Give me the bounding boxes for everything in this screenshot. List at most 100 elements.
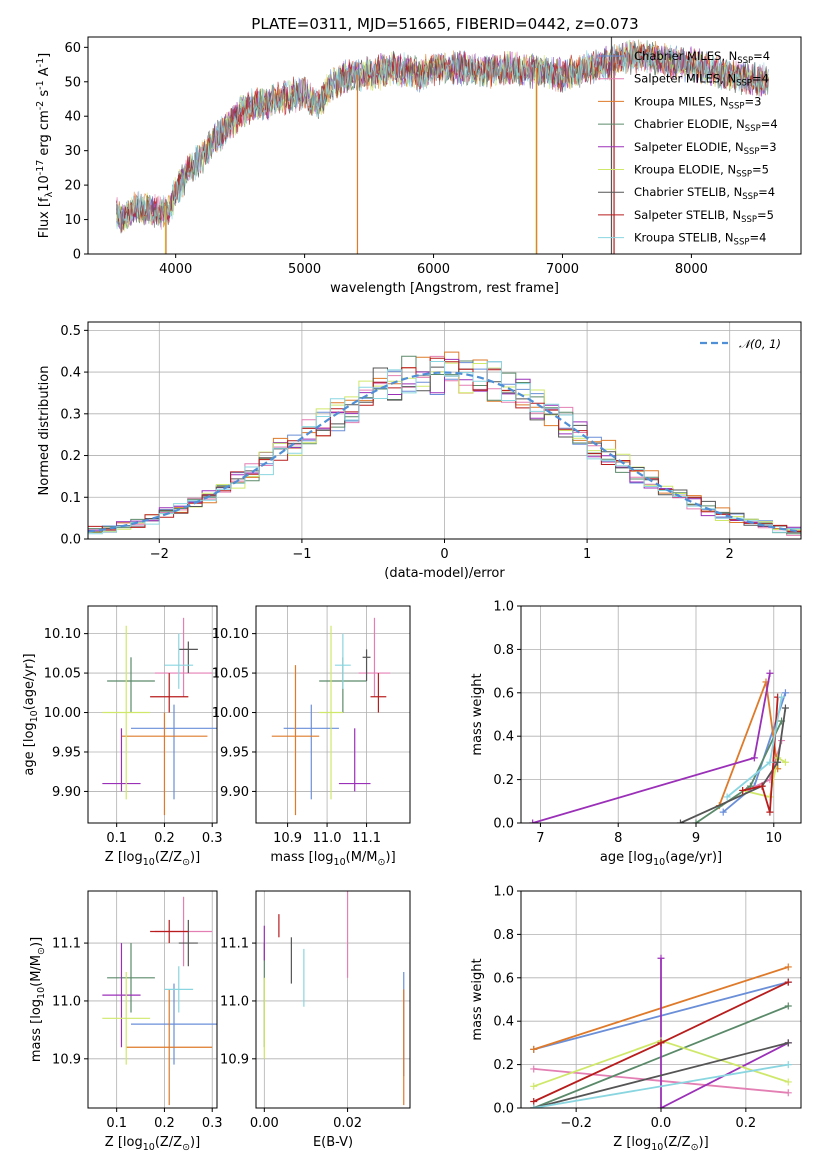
x-tick-label: 4000 xyxy=(159,262,192,277)
weight-series-line xyxy=(742,756,786,799)
errorbar-point xyxy=(178,641,198,674)
weight-point-marker xyxy=(530,1065,538,1073)
y-tick-label: 0.4 xyxy=(60,366,81,381)
weight-point-marker xyxy=(781,689,789,697)
weight-point-marker xyxy=(781,758,789,766)
panel-weight_vs_age: 7 8 9 10 0.0 0.2 0.4 0.6 0.8 1.0 age [log$_{10}$(a… xyxy=(470,600,802,868)
x-tick-label: 0.2 xyxy=(154,831,175,846)
weight-series-line xyxy=(742,697,779,813)
x-tick-label: 0.3 xyxy=(202,831,223,846)
errorbar-point xyxy=(338,728,371,792)
y-tick-label: 9.90 xyxy=(220,785,249,800)
errorbar-point xyxy=(102,728,141,792)
y-tick-label: 10.9 xyxy=(220,1052,249,1067)
weight-point-marker xyxy=(657,1039,665,1047)
y-tick-label: 0.1 xyxy=(60,491,81,506)
x-tick-label: −0.2 xyxy=(560,1116,592,1131)
errorbar-point xyxy=(102,972,151,1065)
y-tick-label: 0.4 xyxy=(493,730,514,745)
weight-series-line xyxy=(680,707,787,823)
plot-area-residuals xyxy=(88,351,801,536)
errorbar-point xyxy=(164,966,194,1013)
errorbar-point xyxy=(131,704,217,800)
axes-frame xyxy=(87,321,802,540)
x-axis-label: Z [log$_{10}$(Z/Z$_\odot$)]Z [log10(Z/Z⊙… xyxy=(105,850,200,868)
axes-frame xyxy=(255,890,411,1109)
x-axis-label: Z [log$_{10}$(Z/Z$_\odot$)]Z [log10(Z/Z⊙… xyxy=(613,1135,708,1153)
legend-entry: Salpeter MILES, NSSP=4 xyxy=(634,72,769,89)
residual-histogram xyxy=(88,361,801,535)
y-tick-label: 10.00 xyxy=(212,706,249,721)
y-tick-label: 0.2 xyxy=(60,449,81,464)
errorbar-point xyxy=(358,617,391,697)
weight-point-marker xyxy=(530,1082,538,1090)
x-tick-label: 6000 xyxy=(417,262,450,277)
y-tick-label: 9.90 xyxy=(52,785,81,800)
y-tick-label: 0 xyxy=(73,248,81,263)
weight-series-line xyxy=(532,673,771,823)
weight-point-marker xyxy=(784,1089,792,1097)
x-tick-label: 8000 xyxy=(675,262,708,277)
x-axis-label: mass [log$_{10}$(M/M$_\odot$)]mass [log1… xyxy=(270,850,395,868)
y-axis-label: mass weightmass weight xyxy=(470,958,485,1040)
weight-point-marker xyxy=(530,1104,538,1108)
y-tick-label: 10.00 xyxy=(44,706,81,721)
errorbar-point xyxy=(121,712,208,816)
x-tick-label: 8 xyxy=(614,831,622,846)
panel-residuals: −2 −1 0 1 2 0.0 0.1 0.2 0.3 0.4 0.5 𝒩(0, 1) (data-mo… xyxy=(37,321,802,581)
y-axis-label: mass [log$_{10}$(M/M$_\odot$)]mass [log1… xyxy=(29,937,47,1062)
y-tick-label: 10.9 xyxy=(52,1052,81,1067)
y-tick-label: 40 xyxy=(64,110,81,125)
weight-point-marker xyxy=(778,693,786,701)
y-axis-label: mass weightmass weight xyxy=(470,673,485,755)
y-tick-label: 10.05 xyxy=(212,667,249,682)
y-tick-label: 30 xyxy=(64,144,81,159)
axes-frame xyxy=(520,890,802,1109)
weight-point-marker xyxy=(719,808,727,816)
y-tick-label: 10 xyxy=(64,213,81,228)
axes-frame xyxy=(87,605,218,824)
weight-point-marker xyxy=(529,819,537,823)
errorbar-point xyxy=(102,943,141,1048)
plot-area-age_vs_Z xyxy=(102,617,217,816)
errorbar-point xyxy=(283,704,339,800)
axes-frame xyxy=(255,605,411,824)
y-tick-label: 10.10 xyxy=(212,627,249,642)
errorbar-point xyxy=(334,633,351,689)
errorbar-point xyxy=(154,617,213,697)
panel-weight_vs_Z: −0.2 0.0 0.2 0.0 0.2 0.4 0.6 0.8 1.0 Z [log$_{10}… xyxy=(470,885,802,1153)
weight-point-marker xyxy=(766,758,774,766)
panel-age_vs_Z: 0.1 0.2 0.3 9.90 9.95 10.00 10.05 10.10 Z [log$_… xyxy=(22,605,223,868)
x-tick-label: 0 xyxy=(440,547,448,562)
y-tick-label: 0.0 xyxy=(60,533,81,548)
x-tick-label: 11.0 xyxy=(313,831,342,846)
panel-age_vs_mass: 10.9 11.0 11.1 9.90 9.95 10.00 10.05 10.10 mass … xyxy=(212,605,411,868)
legend-entry: Salpeter ELODIE, NSSP=3 xyxy=(634,140,777,157)
weight-series-line xyxy=(533,1063,789,1108)
y-tick-label: 10.10 xyxy=(44,627,81,642)
weight-point-marker xyxy=(739,786,747,794)
y-tick-label: 1.0 xyxy=(493,600,514,615)
x-axis-label: wavelength [Angstrom, rest frame]wavelen… xyxy=(330,281,559,296)
x-tick-label: 5000 xyxy=(288,262,321,277)
y-tick-label: 9.95 xyxy=(52,745,81,760)
y-tick-label: 60 xyxy=(64,41,81,56)
x-tick-label: 0.00 xyxy=(250,1116,279,1131)
legend-entry: 𝒩(0, 1) xyxy=(739,337,781,351)
axes-frame xyxy=(87,890,218,1109)
plot-area-age_vs_mass xyxy=(271,617,391,816)
y-tick-label: 11.0 xyxy=(52,994,81,1009)
y-tick-label: 0.5 xyxy=(60,324,81,339)
y-tick-label: 0.8 xyxy=(493,928,514,943)
weight-point-marker xyxy=(784,963,792,971)
plot-area-spectrum xyxy=(116,37,769,254)
plot-area-weight_vs_Z xyxy=(530,954,792,1108)
y-axis-label: age [log$_{10}$(age/yr)]age [log10(age/y… xyxy=(22,653,40,775)
x-axis-label: Z [log$_{10}$(Z/Z$_\odot$)]Z [log10(Z/Z⊙… xyxy=(105,1135,200,1153)
x-tick-label: 11.1 xyxy=(352,831,381,846)
errorbar-point xyxy=(370,673,387,713)
legend-entry: Kroupa ELODIE, NSSP=5 xyxy=(634,163,769,180)
x-tick-label: 10.9 xyxy=(273,831,302,846)
y-tick-label: 1.0 xyxy=(493,885,514,900)
weight-point-marker xyxy=(774,758,782,766)
